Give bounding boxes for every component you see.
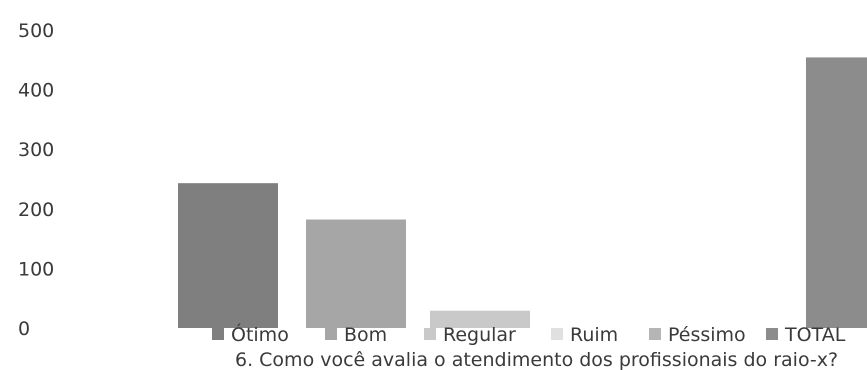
x-axis-label: 6. Como você avalia o atendimento dos pr… [235, 349, 838, 370]
legend-swatch-péssimo [649, 328, 661, 340]
y-tick-label: 200 [18, 199, 54, 221]
legend-label-regular: Regular [443, 324, 516, 346]
bar-regular [430, 310, 530, 328]
legend-swatch-total [766, 328, 778, 340]
y-axis-ticks: 0 100 200 300 400 500 [18, 20, 54, 340]
legend-swatch-ruim [551, 328, 563, 340]
legend-label-ruim: Ruim [570, 324, 618, 346]
legend-swatch-ótimo [212, 328, 224, 340]
bar-bom [306, 219, 406, 328]
bar-total [806, 57, 867, 328]
y-tick-label: 400 [18, 80, 54, 102]
legend-swatch-bom [325, 328, 337, 340]
legend-label-total: TOTAL [784, 324, 846, 346]
bar-ótimo [178, 183, 278, 328]
y-tick-label: 300 [18, 139, 54, 161]
y-tick-label: 100 [18, 258, 54, 280]
legend-label-bom: Bom [344, 324, 387, 346]
legend: Ótimo Bom Regular Ruim Péssimo TOTAL [212, 322, 846, 346]
legend-label-péssimo: Péssimo [668, 324, 746, 346]
y-tick-label: 0 [18, 318, 30, 340]
y-tick-label: 500 [18, 20, 54, 42]
bars [178, 57, 867, 328]
legend-swatch-regular [424, 328, 436, 340]
legend-label-ótimo: Ótimo [231, 322, 289, 346]
